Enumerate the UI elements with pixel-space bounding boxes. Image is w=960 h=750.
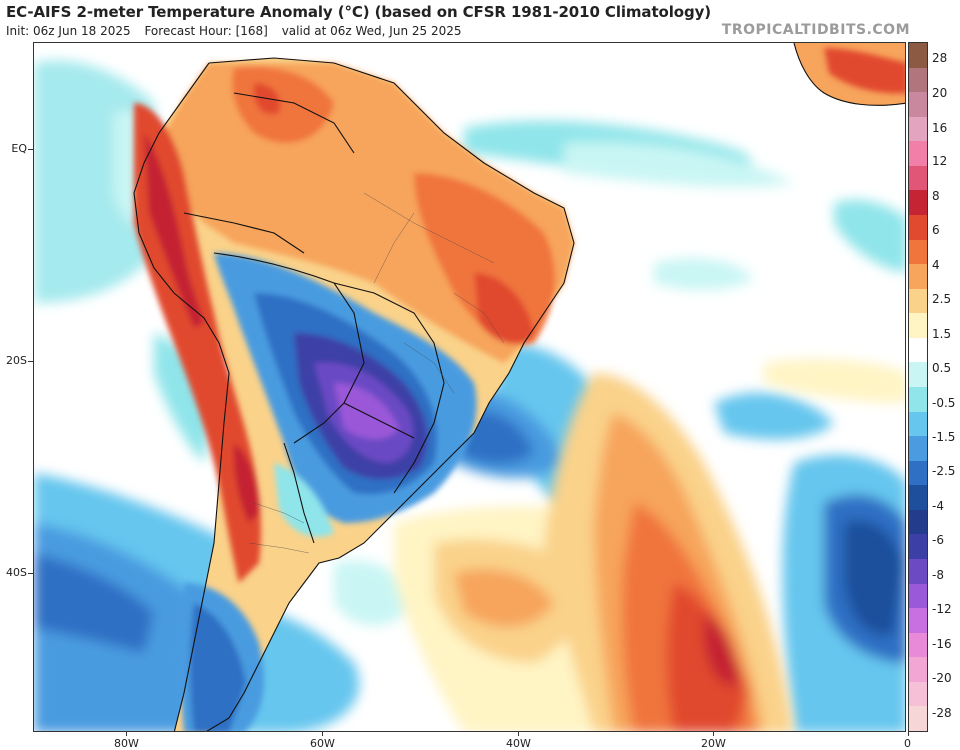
colorbar-label: -2.5 (932, 464, 956, 478)
colorbar-label: 6 (932, 223, 940, 237)
anomaly-field (34, 43, 905, 731)
colorbar-label: 4 (932, 258, 940, 272)
colorbar-segment (909, 239, 927, 265)
colorbar-label: 2.5 (932, 292, 952, 306)
colorbar-segment (909, 190, 927, 216)
ocean-warm-plume (394, 358, 905, 731)
colorbar-segment (909, 141, 927, 167)
colorbar-label: 8 (932, 189, 940, 203)
colorbar-label: -20 (932, 671, 952, 685)
ocean-cool-patches (34, 60, 905, 731)
colorbar-segment (909, 681, 927, 707)
colorbar-segment (909, 387, 927, 413)
colorbar-segment (909, 362, 927, 388)
colorbar-segment (909, 264, 927, 290)
colorbar-label: -1.5 (932, 430, 956, 444)
colorbar-label: 16 (932, 121, 948, 135)
colorbar-label: -6 (932, 533, 944, 547)
colorbar-segment (909, 608, 927, 634)
africa-land (793, 43, 905, 106)
lat-tick (28, 361, 33, 362)
colorbar-label: -0.5 (932, 396, 956, 410)
map-title: EC-AIFS 2-meter Temperature Anomaly (°C)… (6, 3, 712, 21)
lat-tick (28, 149, 33, 150)
lon-label: 60W (310, 737, 335, 750)
lon-label: 80W (114, 737, 139, 750)
colorbar-segment (909, 411, 927, 437)
colorbar-segment (909, 67, 927, 93)
colorbar-label: 1.5 (932, 327, 952, 341)
colorbar-segment (909, 509, 927, 535)
init-time: Init: 06z Jun 18 2025 (6, 24, 131, 38)
colorbar-segment (909, 460, 927, 486)
lon-tick (518, 732, 519, 736)
colorbar-label: 20 (932, 86, 948, 100)
lon-tick (322, 732, 323, 736)
lon-label: 20W (701, 737, 726, 750)
colorbar-label: 28 (932, 51, 948, 65)
lon-tick (126, 732, 127, 736)
colorbar-label: -4 (932, 499, 944, 513)
lat-tick (28, 573, 33, 574)
valid-time: valid at 06z Wed, Jun 25 2025 (281, 24, 462, 38)
colorbar-segment (909, 485, 927, 511)
lon-label: 0 (904, 737, 911, 750)
colorbar-label: 0.5 (932, 361, 952, 375)
colorbar-segment (909, 313, 927, 339)
colorbar-label: 12 (932, 154, 948, 168)
forecast-hour: Forecast Hour: [168] (144, 24, 268, 38)
lon-tick (713, 732, 714, 736)
colorbar (908, 42, 928, 732)
colorbar-segment (909, 43, 927, 69)
colorbar-segment (909, 116, 927, 142)
colorbar-segment (909, 632, 927, 658)
colorbar-segment (909, 215, 927, 241)
lon-tick (908, 732, 909, 736)
colorbar-label: -16 (932, 637, 952, 651)
colorbar-segment (909, 165, 927, 191)
colorbar-segment (909, 337, 927, 363)
lat-label: EQ (11, 142, 27, 155)
colorbar-segment (909, 583, 927, 609)
colorbar-segment (909, 288, 927, 314)
lon-label: 40W (506, 737, 531, 750)
colorbar-segment (909, 534, 927, 560)
colorbar-segment (909, 706, 927, 732)
colorbar-label: -8 (932, 568, 944, 582)
colorbar-segment (909, 92, 927, 118)
colorbar-segment (909, 657, 927, 683)
borders (133, 57, 575, 731)
map-subtitle: Init: 06z Jun 18 2025 Forecast Hour: [16… (6, 24, 472, 38)
colorbar-label: -28 (932, 706, 952, 720)
colorbar-label: -12 (932, 602, 952, 616)
state-borders (248, 192, 505, 554)
colorbar-segment (909, 559, 927, 585)
anomaly-map (33, 42, 906, 732)
lat-label: 20S (6, 354, 27, 367)
lat-label: 40S (6, 566, 27, 579)
land-warm-anomaly (134, 63, 574, 583)
colorbar-segment (909, 436, 927, 462)
watermark: TROPICALTIDBITS.COM (721, 22, 910, 38)
